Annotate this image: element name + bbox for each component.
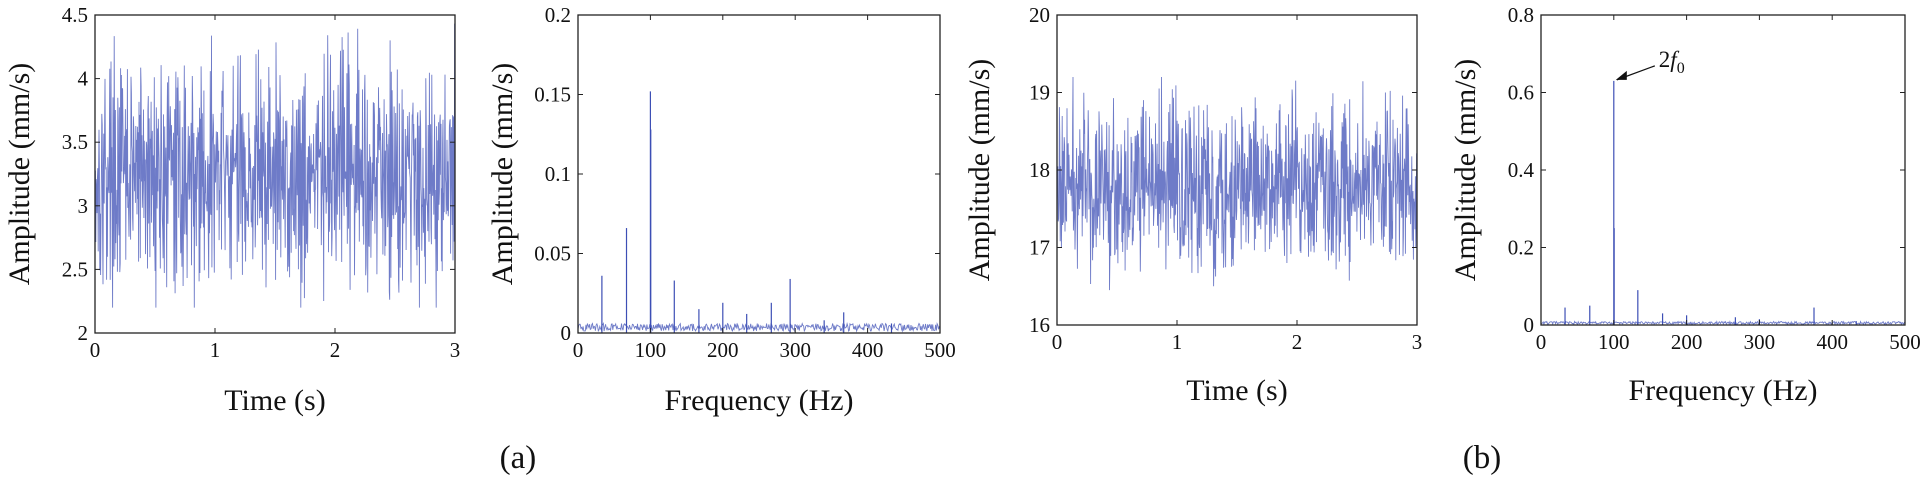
chart0-ytick-label-5: 4.5 — [62, 3, 88, 27]
chart2-ylabel: Amplitude (mm/s) — [963, 59, 996, 281]
chart3-ytick-label-4: 0.8 — [1508, 3, 1534, 27]
chart2-ytick-label-2: 18 — [1029, 158, 1050, 182]
chart0-xtick-label-3: 3 — [450, 338, 461, 362]
chart2-xtick-label-1: 1 — [1172, 330, 1183, 354]
chart1-ytick-label-3: 0.15 — [534, 83, 571, 107]
chart1-xtick-label-4: 400 — [852, 338, 884, 362]
chart2-signal-line — [1056, 76, 1418, 291]
chart1-ylabel: Amplitude (mm/s) — [486, 63, 519, 285]
chart3-xtick-label-4: 400 — [1816, 330, 1848, 354]
chart2-ytick-label-4: 20 — [1029, 3, 1050, 27]
chart0-xtick-label-2: 2 — [330, 338, 341, 362]
chart-spectrum-b: 0 100 200 300 400 500 0 0.2 0.4 0.6 0.8 Frequency (… — [1449, 3, 1921, 407]
chart3-annotation-arrowhead — [1615, 70, 1627, 80]
chart0-frame — [94, 14, 456, 334]
chart3-annotation-label: 2f0 — [1659, 47, 1685, 77]
chart2-ytick-label-0: 16 — [1029, 313, 1050, 337]
chart3-ytick-label-0: 0 — [1524, 313, 1535, 337]
chart2-xtick-label-0: 0 — [1052, 330, 1063, 354]
chart2-xtick-label-3: 3 — [1412, 330, 1423, 354]
chart-time-signal-b: 0 1 2 3 16 17 18 19 20 Time (s) Amplitude (mm/s) — [963, 3, 1422, 407]
chart3-ylabel: Amplitude (mm/s) — [1449, 59, 1482, 281]
chart2-xtick-label-2: 2 — [1292, 330, 1303, 354]
chart1-ytick-label-0: 0 — [561, 321, 572, 345]
chart3-xtick-label-5: 500 — [1889, 330, 1921, 354]
chart1-xtick-label-2: 200 — [707, 338, 739, 362]
chart3-frame — [1540, 14, 1906, 326]
chart-spectrum-a: 0 100 200 300 400 500 0 0.05 0.1 0.15 0.2 Frequency… — [486, 3, 956, 417]
panel-label-b: (b) — [1463, 440, 1501, 476]
chart0-xlabel: Time (s) — [224, 384, 325, 417]
chart3-ytick-label-2: 0.4 — [1508, 158, 1535, 182]
chart3-noise-floor — [1540, 320, 1906, 326]
chart2-ytick-label-1: 17 — [1029, 236, 1050, 260]
chart-time-signal-a: 0 1 2 3 2 2.5 3 3.5 4 4.5 Time (s) Amplitude (mm/s) — [3, 3, 460, 417]
chart1-xtick-label-0: 0 — [573, 338, 584, 362]
chart3-ytick-label-1: 0.2 — [1508, 236, 1534, 260]
chart1-noise-floor — [577, 322, 941, 333]
chart1-frame — [577, 14, 941, 334]
chart1-ytick-label-2: 0.1 — [545, 162, 571, 186]
chart3-xlabel: Frequency (Hz) — [1628, 374, 1817, 407]
chart1-ytick-label-4: 0.2 — [545, 3, 571, 27]
chart1-xtick-label-1: 100 — [635, 338, 667, 362]
chart1-xlabel: Frequency (Hz) — [664, 384, 853, 417]
chart0-ytick-label-0: 2 — [78, 321, 89, 345]
chart3-ytick-label-3: 0.6 — [1508, 81, 1534, 105]
chart2-xlabel: Time (s) — [1186, 374, 1287, 407]
chart1-xtick-label-5: 500 — [924, 338, 956, 362]
chart0-ylabel: Amplitude (mm/s) — [3, 63, 36, 285]
chart0-ytick-label-4: 4 — [78, 67, 89, 91]
chart1-ytick-label-1: 0.05 — [534, 242, 571, 266]
chart0-xtick-label-0: 0 — [90, 338, 101, 362]
chart0-xtick-label-1: 1 — [210, 338, 221, 362]
chart0-signal-line — [94, 23, 456, 308]
chart1-xtick-label-3: 300 — [779, 338, 811, 362]
chart0-ytick-label-1: 2.5 — [62, 257, 88, 281]
chart3-xtick-label-2: 200 — [1671, 330, 1703, 354]
chart3-xtick-label-0: 0 — [1536, 330, 1547, 354]
chart2-ytick-label-3: 19 — [1029, 81, 1050, 105]
chart0-ytick-label-3: 3.5 — [62, 130, 88, 154]
chart0-ytick-label-2: 3 — [78, 194, 89, 218]
chart3-xtick-label-3: 300 — [1744, 330, 1776, 354]
chart3-xtick-label-1: 100 — [1598, 330, 1630, 354]
panel-label-a: (a) — [500, 440, 537, 476]
